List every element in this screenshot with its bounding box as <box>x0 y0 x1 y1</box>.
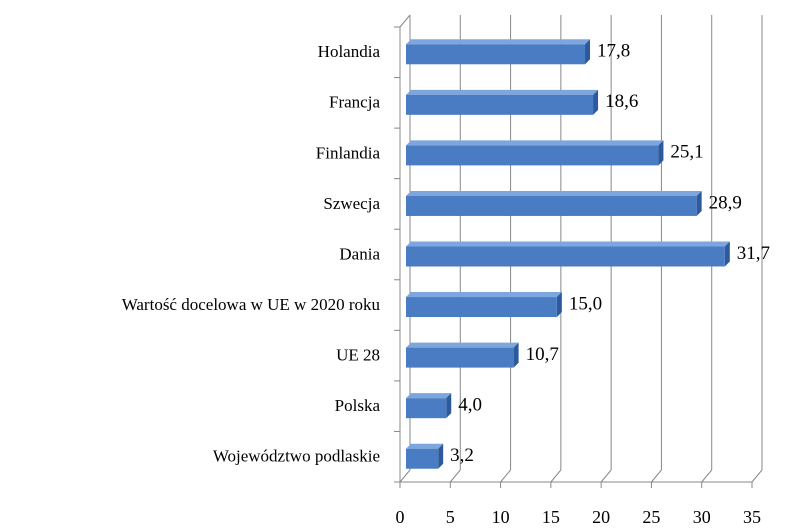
grid-line <box>600 469 612 483</box>
bar-side <box>438 443 444 469</box>
bar-top <box>406 241 730 247</box>
bar-top <box>406 393 452 399</box>
bar <box>406 195 697 216</box>
bar-side <box>446 393 452 419</box>
grid-line <box>399 469 411 483</box>
bar <box>406 94 594 115</box>
value-label: 10,7 <box>526 344 559 365</box>
bar-side <box>513 342 519 368</box>
bar <box>406 145 659 166</box>
bar-top <box>406 89 599 95</box>
bar <box>406 347 514 368</box>
grid-line <box>449 469 461 483</box>
x-tick-label: 35 <box>743 507 761 527</box>
bar <box>406 448 439 469</box>
y-tick-label: Szwecja <box>323 194 380 213</box>
grid-line <box>500 469 511 483</box>
y-tick-label: Francja <box>329 93 380 112</box>
bar-top <box>406 39 591 45</box>
bar-top <box>406 443 444 449</box>
bar <box>406 297 557 318</box>
x-tick-label: 15 <box>542 507 560 527</box>
grid-line <box>550 469 562 483</box>
x-tick-label: 30 <box>693 507 711 527</box>
value-label: 18,6 <box>605 91 638 112</box>
x-tick-label: 25 <box>642 507 660 527</box>
x-tick-label: 5 <box>446 507 455 527</box>
bar <box>406 398 447 419</box>
bar-side <box>585 39 591 65</box>
y-tick-label: Holandia <box>318 42 381 61</box>
value-label: 31,7 <box>737 243 770 264</box>
bar-top <box>406 140 664 146</box>
grid-line <box>701 469 713 483</box>
bar-side <box>696 190 702 216</box>
grid-line <box>751 469 763 483</box>
bar-side <box>556 292 562 318</box>
y-tick-label: UE 28 <box>336 346 380 365</box>
bar-side <box>724 241 730 267</box>
bar-top <box>406 190 702 196</box>
y-tick-label: Finlandia <box>316 143 381 162</box>
value-label: 4,0 <box>458 395 482 416</box>
value-label: 17,8 <box>597 41 630 62</box>
value-label: 25,1 <box>670 142 703 163</box>
x-tick-label: 0 <box>396 507 405 527</box>
value-label: 3,2 <box>450 445 474 466</box>
y-tick-label: Województwo podlaskie <box>213 447 380 466</box>
y-tick-label: Wartość docelowa w UE w 2020 roku <box>122 295 381 314</box>
y-tick-label: Dania <box>339 244 380 263</box>
bar <box>406 246 725 267</box>
x-tick-label: 20 <box>592 507 610 527</box>
y-tick-label: Polska <box>335 396 381 415</box>
bar-top <box>406 342 519 348</box>
value-label: 15,0 <box>569 293 602 314</box>
x-tick-label: 10 <box>492 507 510 527</box>
bar-side <box>593 89 599 115</box>
bar <box>406 44 586 65</box>
wall-edge <box>399 14 411 28</box>
bar-top <box>406 292 562 298</box>
bar-side <box>658 140 664 166</box>
grid-line <box>651 469 662 483</box>
value-label: 28,9 <box>709 192 742 213</box>
